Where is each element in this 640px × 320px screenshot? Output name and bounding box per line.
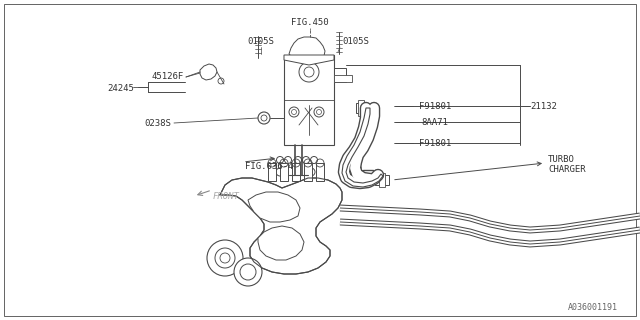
- Bar: [316, 163, 324, 181]
- Bar: [334, 75, 352, 82]
- Bar: [375, 175, 389, 185]
- Polygon shape: [220, 178, 342, 274]
- Bar: [358, 100, 364, 116]
- Text: FIG.450: FIG.450: [291, 18, 329, 27]
- Polygon shape: [248, 192, 300, 222]
- Text: CHARGER: CHARGER: [548, 164, 586, 173]
- Polygon shape: [284, 55, 334, 65]
- Polygon shape: [200, 64, 217, 80]
- Bar: [280, 163, 288, 181]
- Text: A036001191: A036001191: [568, 302, 618, 311]
- Polygon shape: [289, 37, 325, 64]
- Text: 0238S: 0238S: [144, 118, 171, 127]
- Bar: [284, 55, 334, 145]
- Text: TURBO: TURBO: [548, 155, 575, 164]
- Bar: [356, 103, 366, 113]
- Text: FRONT: FRONT: [213, 191, 240, 201]
- Text: 21132: 21132: [530, 101, 557, 110]
- Bar: [268, 163, 276, 181]
- Text: 0105S: 0105S: [248, 36, 275, 45]
- Polygon shape: [258, 226, 304, 260]
- Text: F91801: F91801: [419, 101, 451, 110]
- Polygon shape: [342, 108, 383, 187]
- Text: 8AA71: 8AA71: [422, 117, 449, 126]
- Circle shape: [234, 258, 262, 286]
- Text: FIG.036-4: FIG.036-4: [245, 162, 293, 171]
- Bar: [334, 68, 346, 82]
- Circle shape: [207, 240, 243, 276]
- Text: 45126F: 45126F: [152, 71, 184, 81]
- Bar: [379, 173, 385, 187]
- Text: 24245: 24245: [108, 84, 134, 92]
- Bar: [292, 163, 300, 181]
- Text: 0105S: 0105S: [342, 36, 369, 45]
- Text: F91801: F91801: [419, 139, 451, 148]
- Bar: [304, 163, 312, 181]
